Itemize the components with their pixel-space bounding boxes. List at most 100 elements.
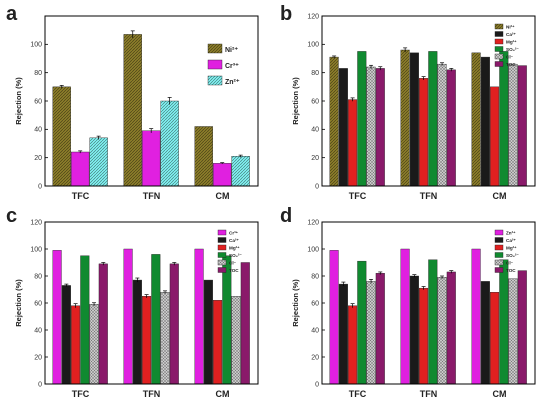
category-label: CM — [216, 191, 230, 201]
legend-swatch — [494, 38, 504, 45]
bar-c-CM-0 — [194, 248, 204, 385]
y-tick-label: 20 — [34, 155, 42, 162]
legend-label: Mg²⁺ — [506, 40, 517, 45]
bar-d-TFN-0 — [400, 248, 410, 385]
bar-d-TFC-0 — [329, 250, 339, 385]
legend: Ni²⁺ Cr³⁺ Zn²⁺ — [207, 43, 240, 86]
y-tick-label: 120 — [307, 13, 319, 20]
legend-swatch-pattern — [208, 76, 222, 85]
y-tick-label: 80 — [34, 273, 42, 280]
bar-pattern — [52, 86, 71, 186]
category-label: TFN — [143, 389, 161, 399]
legend-swatch — [494, 252, 504, 258]
plot-frame — [44, 221, 259, 385]
legend-label: SO₄²⁻ — [229, 253, 242, 258]
category-label: TFN — [420, 389, 438, 399]
legend-label: Zn²⁺ — [225, 79, 240, 86]
legend-label: Zn²⁺ — [506, 231, 516, 236]
panel-d: d Rejection (%) 0 20 40 60 80 100 120 TFC TFN CM Zn²… — [280, 205, 536, 399]
y-axis-label: Rejection (%) — [291, 77, 300, 125]
bar-b-TFC-1 — [338, 68, 348, 187]
y-tick-label: 0 — [38, 381, 42, 388]
bar-pattern — [123, 34, 142, 186]
y-tick-label: 40 — [34, 127, 42, 134]
panel-b: b Rejection (%) 0 20 40 60 80 100 120 TFC TFN CM Ni²… — [280, 3, 536, 201]
bar-d-TFC-2 — [348, 305, 358, 385]
y-tick-label: 20 — [311, 155, 319, 162]
bar-d-TFN-2 — [419, 287, 429, 385]
legend-label: Ca²⁺ — [506, 32, 516, 37]
bar-a-TFN-1 — [142, 130, 161, 187]
y-tick-label: 40 — [311, 327, 319, 334]
legend-swatch — [217, 252, 227, 258]
legend-swatch-pattern — [495, 260, 503, 265]
bar-d-TFN-1 — [409, 275, 419, 385]
legend-swatch — [207, 59, 223, 70]
legend-label: Cl⁻ — [506, 261, 514, 266]
bar-pattern — [400, 50, 410, 186]
legend-label: SO₄²⁻ — [506, 47, 519, 52]
bar-a-TFC-1 — [71, 151, 90, 187]
panel-label-a: a — [6, 3, 18, 25]
bar-b-CM-5 — [517, 65, 527, 187]
bar-c-CM-2 — [213, 300, 223, 385]
legend-swatch — [494, 46, 504, 52]
legend-swatch — [494, 229, 504, 236]
bar-d-TFC-1 — [338, 283, 348, 385]
bar-c-TFN-3 — [151, 254, 161, 385]
bar-c-TFN-5 — [169, 263, 179, 385]
legend: Zn²⁺ Ca²⁺ Mg²⁺ SO₄²⁻ Cl⁻ TOC — [494, 229, 519, 273]
legend-swatch — [494, 244, 504, 251]
bar-d-CM-1 — [480, 281, 490, 385]
y-tick-label: 20 — [311, 354, 319, 361]
bar-pattern — [508, 278, 518, 384]
legend-label: SO₄²⁻ — [506, 253, 519, 258]
y-tick-label: 60 — [34, 98, 42, 105]
bar-c-TFC-5 — [98, 263, 108, 385]
panel-label-c: c — [6, 205, 17, 227]
bar-d-CM-0 — [471, 248, 481, 385]
y-axis-label: Rejection (%) — [14, 77, 23, 125]
legend-label: Mg²⁺ — [229, 246, 240, 251]
y-tick-label: 60 — [311, 300, 319, 307]
bar-d-TFC-5 — [375, 273, 385, 385]
category-label: TFN — [143, 191, 161, 201]
y-tick-label: 120 — [30, 219, 42, 226]
legend-swatch — [217, 244, 227, 251]
legend-swatch — [217, 229, 227, 236]
y-tick-label: 100 — [307, 246, 319, 253]
y-tick-label: 0 — [315, 381, 319, 388]
bar-pattern — [160, 101, 179, 186]
plot-frame — [321, 15, 536, 187]
y-tick-label: 100 — [30, 42, 42, 49]
bar-pattern — [194, 126, 213, 186]
bar-pattern — [437, 277, 447, 384]
y-tick-label: 80 — [34, 70, 42, 77]
category-label: CM — [493, 191, 507, 201]
bar-c-TFC-1 — [61, 285, 71, 385]
legend-swatch — [494, 61, 504, 67]
legend-swatch — [494, 31, 504, 37]
y-tick-label: 60 — [34, 300, 42, 307]
y-tick-label: 80 — [311, 273, 319, 280]
y-tick-label: 0 — [315, 183, 319, 190]
bar-pattern — [89, 137, 108, 186]
bar-d-TFN-5 — [446, 271, 456, 385]
bar-pattern — [89, 304, 99, 384]
legend-label: Ca²⁺ — [229, 238, 239, 243]
y-tick-label: 40 — [311, 127, 319, 134]
bar-c-TFN-2 — [142, 296, 152, 385]
bar-pattern — [329, 57, 339, 187]
y-tick-label: 0 — [38, 183, 42, 190]
bar-d-CM-2 — [490, 292, 500, 385]
panel-c: c Rejection (%) 0 20 40 60 80 100 120 TFC TFN CM Cr³… — [6, 205, 259, 399]
bar-c-TFC-2 — [71, 305, 81, 385]
y-tick-label: 120 — [307, 219, 319, 226]
legend-swatch-pattern — [495, 24, 503, 29]
bar-pattern — [231, 296, 241, 384]
y-tick-label: 80 — [311, 70, 319, 77]
legend-swatch — [217, 237, 227, 243]
bar-b-CM-1 — [480, 56, 490, 187]
panel-label-b: b — [280, 3, 292, 25]
legend: Cr³⁺ Ca²⁺ Mg²⁺ SO₄²⁻ Cl⁻ TOC — [217, 229, 242, 273]
